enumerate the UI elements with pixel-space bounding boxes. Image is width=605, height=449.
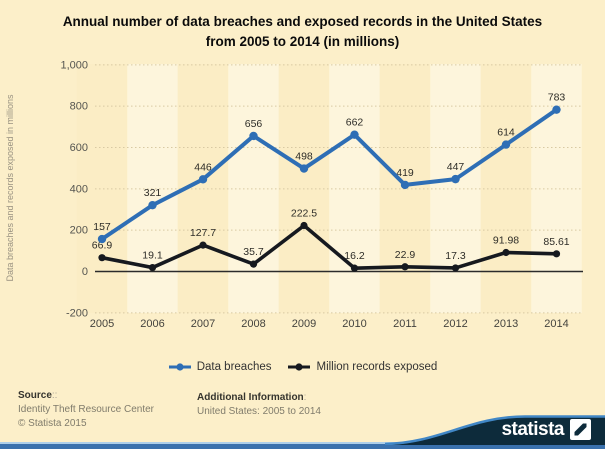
y-tick-label: 0 <box>82 266 88 278</box>
swoosh-fill <box>385 417 605 445</box>
data-point <box>98 254 106 262</box>
data-label: 419 <box>396 167 414 179</box>
series-line <box>100 223 559 270</box>
data-label: 662 <box>346 117 364 129</box>
statista-logo: statista <box>501 419 591 440</box>
data-point <box>148 263 157 272</box>
y-tick-label: 200 <box>70 225 88 237</box>
data-label: 66.9 <box>92 240 113 252</box>
data-label: 85.61 <box>543 236 569 248</box>
data-label: 17.3 <box>445 250 466 262</box>
data-point <box>350 130 359 139</box>
data-point <box>401 263 409 271</box>
additional-info-text: United States: 2005 to 2014 <box>197 406 321 417</box>
data-point <box>300 221 308 230</box>
x-tick-label: 2012 <box>443 318 467 330</box>
data-point <box>451 264 460 272</box>
additional-info-suffix: : <box>303 392 307 403</box>
chart-title-line2: from 2005 to 2014 (in millions) <box>205 34 400 49</box>
source-heading: Source:: <box>18 389 154 403</box>
statista-swoosh-graphic <box>385 415 605 445</box>
source-block: Source:: Identity Theft Resource Center … <box>18 389 154 431</box>
data-point <box>249 131 258 141</box>
data-point <box>199 241 207 249</box>
data-label: 656 <box>245 118 263 130</box>
legend-label: Data breaches <box>196 361 272 373</box>
x-tick-label: 2008 <box>241 318 265 330</box>
x-tick-label: 2005 <box>90 318 114 330</box>
data-label: 157 <box>93 221 111 233</box>
data-label: 614 <box>497 127 515 139</box>
data-label: 498 <box>295 151 313 163</box>
data-point <box>97 234 107 244</box>
x-tick-label: 2010 <box>342 318 366 330</box>
data-point <box>299 164 309 173</box>
legend: Data breaches Million records exposed <box>0 361 605 373</box>
chart-title-line1: Annual number of data breaches and expos… <box>62 14 543 29</box>
legend-label: Million records exposed <box>316 361 438 373</box>
x-tick-label: 2013 <box>494 318 518 330</box>
chart-title: Annual number of data breaches and expos… <box>0 12 605 52</box>
x-tick-label: 2006 <box>140 318 164 330</box>
data-point <box>198 175 208 184</box>
source-suffix: :: <box>51 390 58 401</box>
line-marker-icon <box>288 363 311 371</box>
data-label: 35.7 <box>243 246 264 258</box>
y-tick-label: -200 <box>66 307 88 319</box>
x-tick-label: 2011 <box>393 318 417 330</box>
source-name: Identity Theft Resource Center <box>18 404 154 415</box>
y-tick-label: 800 <box>70 101 88 113</box>
data-point <box>552 250 561 258</box>
legend-item-million-records-exposed: Million records exposed <box>287 361 437 373</box>
statista-wordmark-text: statista <box>501 419 564 440</box>
source-label: Source <box>18 390 52 401</box>
data-point <box>552 105 561 114</box>
data-label: 222.5 <box>291 208 317 220</box>
data-label: 447 <box>447 161 465 173</box>
data-label: 16.2 <box>344 250 365 262</box>
y-tick-label: 1,000 <box>60 59 88 71</box>
y-tick-label: 600 <box>70 142 88 154</box>
data-label: 91.98 <box>493 234 519 246</box>
swoosh-edge <box>385 415 605 445</box>
additional-info-heading: Additional Information: <box>197 391 321 405</box>
data-point <box>148 200 157 210</box>
additional-info-block: Additional Information: United States: 2… <box>197 391 321 419</box>
copyright-text: © Statista 2015 <box>18 418 87 429</box>
additional-info-label: Additional Information <box>197 392 304 403</box>
data-label: 446 <box>194 161 212 173</box>
data-point <box>249 260 258 268</box>
data-label: 19.1 <box>142 250 163 262</box>
data-point <box>502 248 510 257</box>
x-tick-label: 2007 <box>191 318 215 330</box>
data-label: 321 <box>144 187 162 199</box>
data-label: 783 <box>548 92 566 104</box>
data-point <box>400 180 410 190</box>
data-point <box>451 174 460 184</box>
x-tick-label: 2014 <box>544 318 568 330</box>
bottom-accent-bar <box>0 442 605 449</box>
y-tick-label: 400 <box>70 183 88 195</box>
statista-logo-icon <box>570 419 591 440</box>
legend-item-data-breaches: Data breaches <box>168 361 272 373</box>
data-label: 127.7 <box>190 227 216 239</box>
line-marker-icon <box>168 363 191 371</box>
series-line <box>100 107 559 242</box>
data-point <box>350 264 359 272</box>
x-tick-label: 2009 <box>292 318 316 330</box>
y-axis-title: Data breaches and records exposed in mil… <box>5 94 15 282</box>
data-label: 22.9 <box>395 249 416 261</box>
data-point <box>501 140 511 149</box>
